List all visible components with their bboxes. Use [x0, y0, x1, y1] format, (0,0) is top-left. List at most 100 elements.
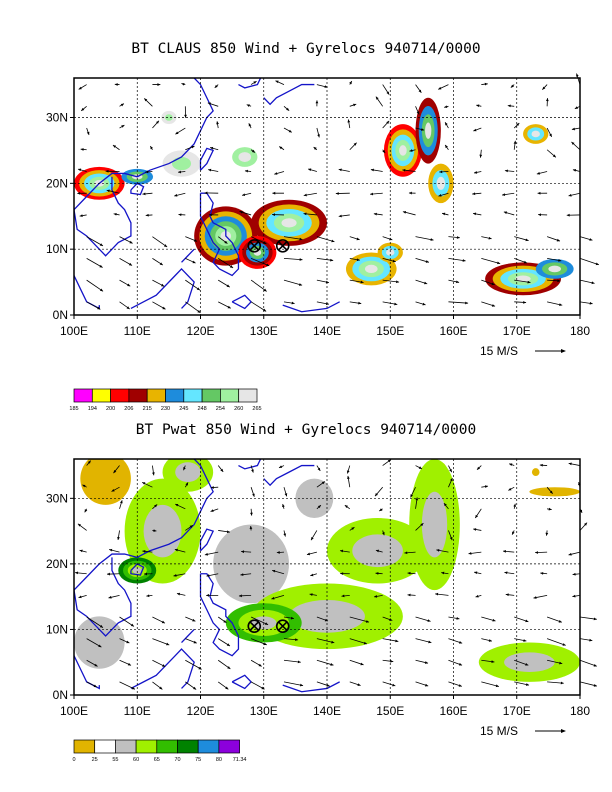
wind-arrowhead — [113, 212, 117, 216]
wind-arrowhead — [425, 683, 429, 687]
wind-arrowhead — [331, 640, 335, 644]
wind-arrowhead — [558, 259, 562, 262]
wind-arrowhead — [595, 262, 599, 266]
wind-arrowhead — [382, 150, 386, 154]
wind-vectors — [75, 459, 597, 690]
wind-arrowhead — [525, 683, 530, 686]
wind-arrowhead — [161, 620, 165, 624]
wind-arrowhead — [365, 620, 370, 623]
legend-swatch — [197, 739, 220, 754]
wind-arrowhead — [465, 301, 469, 305]
wind-arrowhead — [98, 644, 102, 648]
y-tick-label: 0N — [53, 308, 68, 322]
wind-arrowhead — [208, 168, 212, 172]
wind-arrowhead — [346, 470, 350, 474]
wind-arrowhead — [491, 304, 496, 307]
wind-arrowhead — [435, 592, 439, 596]
contour-blob — [364, 264, 378, 274]
wind-arrowhead — [484, 485, 489, 488]
y-tick-label: 30N — [46, 491, 68, 505]
wind-arrowhead — [191, 145, 195, 149]
wind-arrowhead — [468, 551, 472, 555]
wind-arrowhead — [488, 236, 492, 240]
gyre-location-marker — [275, 619, 290, 633]
wind-arrowhead — [456, 616, 460, 620]
wind-arrowhead — [240, 573, 244, 576]
wind-arrowhead — [504, 571, 508, 575]
wind-arrowhead — [160, 283, 165, 287]
wind-arrowhead — [275, 80, 279, 84]
wind-arrowhead — [513, 140, 517, 144]
x-tick-label: 120E — [186, 324, 214, 338]
wind-arrowhead — [396, 280, 400, 284]
coastline — [263, 464, 315, 487]
wind-arrowhead — [299, 258, 303, 261]
wind-arrowhead — [144, 98, 148, 102]
wind-arrowhead — [108, 595, 112, 599]
wind-arrowhead — [121, 125, 125, 128]
contour-blob — [436, 176, 446, 190]
wind-arrow — [250, 616, 269, 626]
x-tick-label: 140E — [313, 704, 341, 718]
wind-arrow — [250, 279, 267, 292]
wind-arrowhead — [297, 660, 301, 664]
coastline — [74, 459, 214, 591]
wind-arrowhead — [347, 119, 351, 123]
shaded-field — [74, 97, 574, 296]
wind-arrowhead — [193, 640, 197, 644]
map-panel-1: 100E 110E 120E 130E 140E 150E 160E 170E 180 0N 10N… — [46, 73, 600, 412]
wind-arrowhead — [226, 530, 230, 534]
x-tick-label: 110E — [124, 704, 151, 718]
wind-arrowhead — [392, 683, 396, 687]
wind-arrowhead — [99, 264, 103, 268]
wind-arrowhead — [210, 509, 214, 512]
wind-arrowhead — [458, 662, 463, 666]
wind-arrowhead — [77, 523, 82, 527]
wind-arrowhead — [418, 466, 422, 469]
wind-arrowhead — [545, 532, 549, 536]
wind-arrowhead — [436, 548, 440, 552]
wind-arrowhead — [109, 548, 113, 552]
wind-arrowhead — [357, 683, 361, 686]
wind-arrowhead — [266, 263, 270, 267]
wind-arrowhead — [198, 666, 202, 670]
wind-arrowhead — [449, 468, 452, 473]
wind-arrowhead — [535, 551, 539, 554]
wind-arrowhead — [80, 148, 84, 151]
wind-arrowhead — [99, 243, 103, 246]
wind-arrow — [579, 258, 600, 266]
wind-arrowhead — [545, 98, 549, 102]
wind-arrowhead — [568, 193, 572, 197]
wind-arrowhead — [394, 302, 398, 306]
wind-arrowhead — [128, 262, 133, 266]
legend-label: 65 — [154, 757, 160, 763]
wind-arrowhead — [248, 123, 252, 127]
wind-arrowhead — [379, 508, 383, 512]
wind-arrowhead — [572, 169, 577, 172]
wind-arrowhead — [503, 211, 507, 215]
wind-arrowhead — [78, 86, 82, 90]
wind-arrowhead — [276, 551, 280, 554]
legend-label: 248 — [198, 406, 207, 412]
wind-arrowhead — [229, 265, 234, 268]
wind-arrow — [250, 258, 270, 267]
wind-arrowhead — [246, 104, 250, 107]
legend-label: 185 — [69, 406, 78, 412]
legend-label: 245 — [179, 406, 188, 412]
wind-arrowhead — [408, 191, 412, 195]
wind-arrowhead — [263, 288, 267, 292]
wind-arrowhead — [286, 107, 290, 111]
wind-arrow — [415, 236, 434, 241]
coastline — [199, 573, 240, 657]
wind-arrowhead — [593, 684, 597, 687]
wind-arrowhead — [473, 528, 477, 531]
legend-swatch — [110, 388, 130, 403]
wind-arrowhead — [488, 639, 492, 642]
wind-arrowhead — [284, 493, 288, 497]
wind-arrowhead — [208, 213, 212, 217]
wind-arrowhead — [249, 526, 253, 530]
legend-label: 70 — [174, 757, 180, 763]
wind-arrowhead — [418, 89, 422, 93]
wind-arrowhead — [542, 86, 546, 90]
